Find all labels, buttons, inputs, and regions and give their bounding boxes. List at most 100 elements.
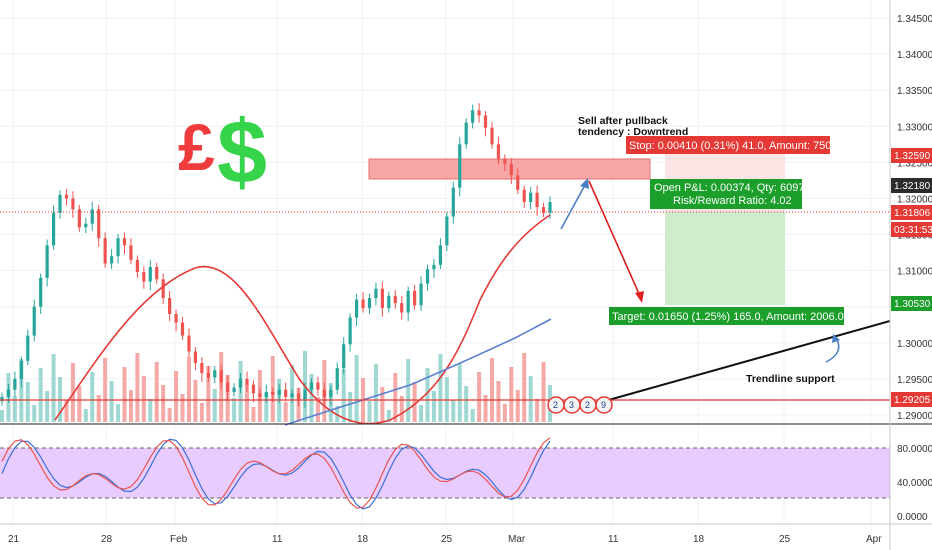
volume-bar (180, 394, 185, 422)
candle-body (477, 110, 481, 116)
target-price-text: 1.30530 (894, 299, 931, 310)
downtrend-arrow (588, 180, 641, 297)
volume-bar (116, 404, 121, 422)
stop-price-text: 1.32590 (894, 151, 931, 162)
profit-target-zone[interactable] (665, 212, 785, 305)
volume-bar (354, 355, 359, 422)
time-tick-label: 25 (779, 534, 791, 545)
candle-body (419, 283, 423, 306)
candle-body (116, 238, 120, 257)
volume-bar (141, 376, 146, 422)
time-tick-label: 11 (272, 534, 283, 545)
target-price-badge (891, 296, 932, 311)
volume-bar (161, 385, 166, 422)
current-price-text: 1.31806 (894, 208, 931, 219)
volume-bar (477, 372, 482, 422)
candle-body (129, 245, 133, 260)
candle-body (258, 393, 262, 397)
time-tick-label: Mar (508, 534, 526, 545)
candle-body (97, 209, 101, 239)
pnl-label-box[interactable] (650, 179, 802, 209)
candle-body (316, 382, 320, 390)
candle-body (490, 127, 494, 145)
candle-body (387, 295, 391, 309)
candle-body (438, 245, 442, 265)
candle-body (39, 277, 43, 307)
countdown-badge (891, 222, 932, 237)
oscillator-tick-label: 0.0000 (897, 512, 928, 523)
candle-body (522, 189, 526, 203)
candle-body (180, 322, 185, 336)
stochastic-d-line (1, 437, 551, 509)
volume-bar (148, 399, 153, 422)
candle-body (322, 389, 326, 397)
event-marker[interactable] (595, 396, 613, 414)
time-tick-label: 18 (693, 534, 705, 545)
volume-bar (522, 353, 527, 422)
volume-bar (38, 368, 43, 422)
time-axis[interactable]: 21 28 Feb 11 18 25 Mar 11 18 25 Apr (8, 534, 882, 545)
target-label-box[interactable] (609, 307, 844, 325)
time-tick-label: 28 (101, 534, 113, 545)
support-price-badge (891, 392, 932, 407)
candle-body (64, 194, 69, 199)
candle-body (548, 202, 552, 213)
candle-body (45, 245, 49, 278)
candle-body (245, 378, 249, 385)
volume-bar (438, 354, 443, 422)
candle-body (148, 267, 152, 282)
candle-body (206, 373, 210, 378)
candle-body (110, 256, 114, 264)
candle-body (284, 389, 288, 397)
volume-bar (232, 398, 237, 422)
candle-body (200, 363, 204, 374)
pullback-arrow (560, 184, 586, 230)
volume-bar (51, 354, 56, 422)
volume-bar (515, 390, 520, 422)
price-tick-label: 1.32500 (897, 158, 932, 169)
candle-body (509, 163, 513, 176)
volume-bar (341, 369, 346, 422)
oscillator-tick-label: 80.0000 (897, 444, 932, 455)
candle-body (187, 335, 191, 352)
trendline-support[interactable] (604, 320, 891, 402)
resistance-zone[interactable] (368, 158, 651, 180)
moving-average-fast (54, 214, 551, 425)
oscillator-band (0, 448, 890, 498)
volume-bar (244, 384, 249, 422)
candle-body (122, 238, 127, 246)
pound-icon: £ (178, 110, 215, 184)
candle-body (516, 175, 520, 190)
volume-bar (541, 362, 546, 422)
candle-body (193, 351, 198, 364)
candle-body (503, 158, 507, 164)
candle-body (103, 238, 107, 264)
event-markers[interactable]: 2 3 2 9 (547, 396, 613, 414)
volume-bar (186, 357, 191, 422)
volume-bar (212, 389, 217, 422)
candle-body (380, 288, 384, 309)
stop-label-box[interactable] (626, 136, 830, 154)
stochastic-oscillator (1, 437, 551, 510)
candle-body (58, 194, 62, 213)
candle-body (496, 144, 501, 159)
price-tick-label: 1.34000 (897, 50, 932, 61)
volume-bar (70, 363, 75, 422)
candle-body (232, 387, 236, 392)
candle-body (155, 267, 159, 280)
volume-bar (167, 408, 172, 422)
volume-bar (393, 373, 398, 422)
volume-bar (264, 393, 269, 422)
volume-bar (45, 391, 50, 422)
price-candles (0, 103, 552, 408)
support-price-text: 1.29205 (894, 395, 931, 406)
candle-body (161, 279, 165, 299)
candle-body (458, 144, 462, 188)
pnl-label-line1: Open P&L: 0.00374, Qty: 60975 (654, 182, 811, 194)
volume-bar (412, 382, 417, 422)
candle-body (226, 382, 230, 392)
volume-bar (483, 395, 488, 422)
volume-bar (12, 396, 17, 422)
volume-bar (464, 386, 469, 422)
